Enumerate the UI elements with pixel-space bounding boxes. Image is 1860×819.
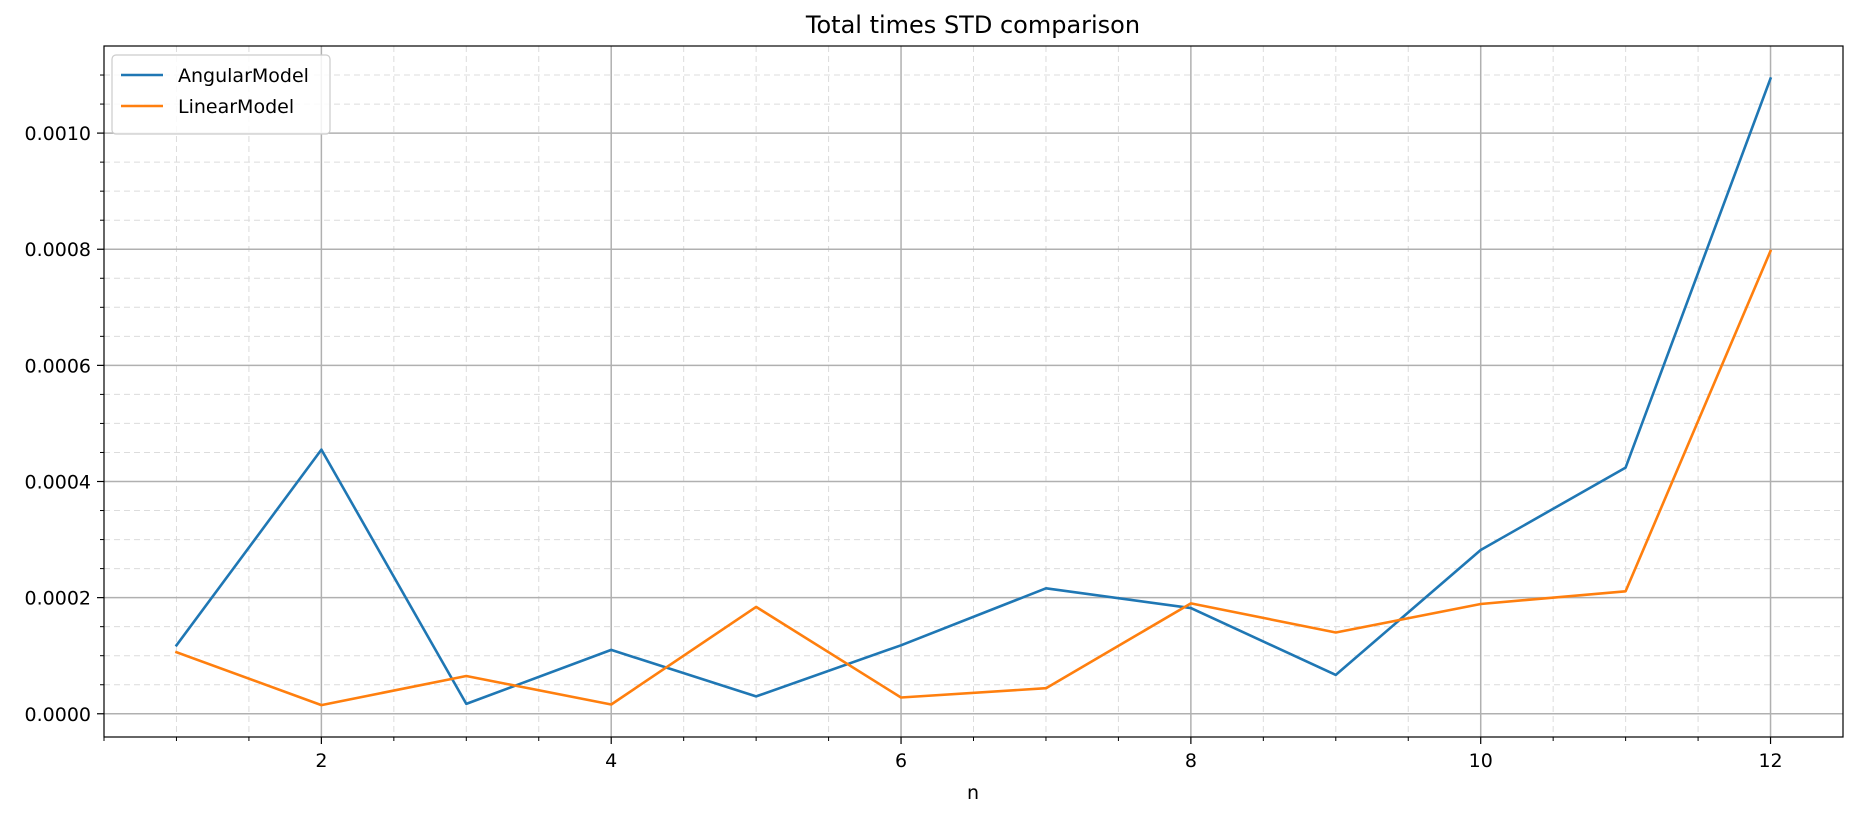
x-tick-label: 12 xyxy=(1758,750,1782,772)
series-layer xyxy=(174,76,1773,707)
x-axis-label: n xyxy=(967,782,979,804)
legend-box xyxy=(111,54,331,135)
tick-labels: 2 4 6 8 10 12 0.0000 0.0002 0.0004 0.0006 0.0008 0.… xyxy=(25,123,1783,772)
y-tick-label: 0.0002 xyxy=(25,588,91,610)
y-tick-label: 0.0008 xyxy=(25,239,91,261)
y-tick-label: 0.0006 xyxy=(25,355,91,377)
axis-ticks xyxy=(97,74,1772,744)
plot-frame xyxy=(103,45,1844,738)
x-tick-label: 2 xyxy=(315,750,327,772)
legend: AngularModel LinearModel xyxy=(111,54,331,135)
y-tick-label: 0.0000 xyxy=(25,704,91,726)
series-line-angularmodel xyxy=(174,76,1773,706)
x-tick-label: 10 xyxy=(1469,750,1493,772)
series-line-linearmodel xyxy=(174,249,1773,707)
legend-label: LinearModel xyxy=(178,96,294,118)
legend-label: AngularModel xyxy=(178,65,309,87)
y-tick-label: 0.0010 xyxy=(25,123,91,145)
minor-grid xyxy=(103,46,1843,737)
y-tick-label: 0.0004 xyxy=(25,472,91,494)
x-tick-label: 6 xyxy=(895,750,907,772)
x-tick-label: 4 xyxy=(605,750,617,772)
x-tick-label: 8 xyxy=(1185,750,1197,772)
chart-title: Total times STD comparison xyxy=(805,11,1140,39)
